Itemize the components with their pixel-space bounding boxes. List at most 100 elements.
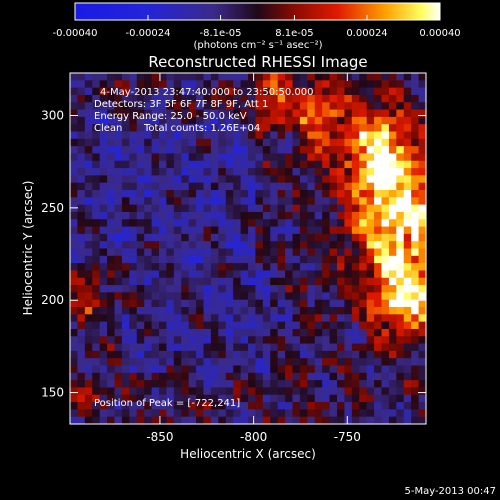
heatmap-cell xyxy=(307,94,316,103)
heatmap-cell xyxy=(233,277,242,286)
heatmap-cell xyxy=(351,321,360,330)
heatmap-cell xyxy=(285,131,294,140)
heatmap-cell xyxy=(107,80,116,89)
heatmap-cell xyxy=(166,233,175,242)
heatmap-cell xyxy=(418,350,427,359)
heatmap-cell xyxy=(240,409,249,418)
heatmap-cell xyxy=(396,416,405,425)
heatmap-cell xyxy=(314,307,323,315)
heatmap-cell xyxy=(322,138,331,147)
heatmap-cell xyxy=(270,87,279,96)
heatmap-cell xyxy=(121,409,130,418)
heatmap-cell xyxy=(210,182,219,191)
heatmap-cell xyxy=(314,226,323,235)
heatmap-cell xyxy=(299,394,308,403)
heatmap-cell xyxy=(181,372,190,381)
heatmap-cell xyxy=(166,263,175,272)
heatmap-cell xyxy=(418,270,427,279)
heatmap-cell xyxy=(285,197,294,206)
heatmap-cell xyxy=(99,285,108,293)
heatmap-cell xyxy=(136,263,145,272)
heatmap-cell xyxy=(374,292,383,301)
x-tick-label: -850 xyxy=(146,430,173,444)
heatmap-cell xyxy=(307,314,316,323)
heatmap-cell xyxy=(144,292,153,301)
heatmap-cell xyxy=(255,146,264,155)
heatmap-cell xyxy=(403,87,412,96)
heatmap-cell xyxy=(255,307,264,315)
heatmap-cell xyxy=(381,285,390,293)
heatmap-cell xyxy=(77,394,86,403)
heatmap-cell xyxy=(99,190,108,198)
heatmap-cell xyxy=(92,124,101,133)
heatmap-cell xyxy=(366,365,375,374)
heatmap-cell xyxy=(233,358,242,367)
heatmap-cell xyxy=(418,299,427,308)
heatmap-cell xyxy=(225,73,234,81)
heatmap-cell xyxy=(374,241,383,250)
heatmap-cell xyxy=(121,146,130,155)
heatmap-cell xyxy=(70,365,79,374)
heatmap-cell xyxy=(411,211,420,220)
heatmap-cell xyxy=(292,204,301,213)
heatmap-cell xyxy=(388,109,397,118)
heatmap-cell xyxy=(129,190,138,198)
heatmap-cell xyxy=(121,350,130,359)
heatmap-cell xyxy=(418,190,427,198)
heatmap-cell xyxy=(144,350,153,359)
heatmap-cell xyxy=(322,204,331,213)
heatmap-cell xyxy=(299,131,308,140)
heatmap-cell xyxy=(248,190,257,198)
heatmap-cell xyxy=(159,277,168,286)
heatmap-cell xyxy=(121,394,130,403)
heatmap-cell xyxy=(210,358,219,367)
heatmap-cell xyxy=(84,197,93,206)
heatmap-cell xyxy=(114,365,123,374)
heatmap-cell xyxy=(337,343,346,352)
heatmap-cell xyxy=(225,197,234,206)
heatmap-cell xyxy=(366,233,375,242)
heatmap-cell xyxy=(411,138,420,147)
heatmap-cell xyxy=(196,285,205,293)
heatmap-cell xyxy=(129,336,138,345)
heatmap-cell xyxy=(262,153,271,162)
heatmap-cell xyxy=(344,270,353,279)
heatmap-cell xyxy=(151,190,160,198)
heatmap-cell xyxy=(107,190,116,198)
heatmap-cell xyxy=(337,94,346,103)
heatmap-cell xyxy=(121,263,130,272)
heatmap-cell xyxy=(159,285,168,293)
heatmap-cell xyxy=(203,409,212,418)
heatmap-cell xyxy=(337,160,346,169)
heatmap-cell xyxy=(225,80,234,89)
heatmap-cell xyxy=(225,233,234,242)
heatmap-cell xyxy=(92,336,101,345)
heatmap-cell xyxy=(337,263,346,272)
heatmap-cell xyxy=(292,109,301,118)
heatmap-cell xyxy=(77,416,86,425)
heatmap-cell xyxy=(233,204,242,213)
heatmap-cell xyxy=(99,233,108,242)
heatmap-cell xyxy=(277,263,286,272)
heatmap-cell xyxy=(233,285,242,293)
heatmap-cell xyxy=(411,336,420,345)
heatmap-cell xyxy=(277,146,286,155)
heatmap-cell xyxy=(121,124,130,133)
heatmap-cell xyxy=(299,314,308,323)
heatmap-cell xyxy=(411,285,420,293)
heatmap-cell xyxy=(381,292,390,301)
heatmap-cell xyxy=(329,219,338,228)
heatmap-cell xyxy=(248,248,257,257)
heatmap-cell xyxy=(181,263,190,272)
heatmap-cell xyxy=(337,73,346,81)
heatmap-cell xyxy=(292,190,301,198)
heatmap-cell xyxy=(255,270,264,279)
heatmap-cell xyxy=(322,182,331,191)
heatmap-cell xyxy=(351,402,360,410)
heatmap-cell xyxy=(107,73,116,81)
heatmap-cell xyxy=(107,168,116,176)
heatmap-cell xyxy=(218,387,227,396)
heatmap-cell xyxy=(203,131,212,140)
heatmap-cell xyxy=(411,343,420,352)
heatmap-cell xyxy=(248,336,257,345)
